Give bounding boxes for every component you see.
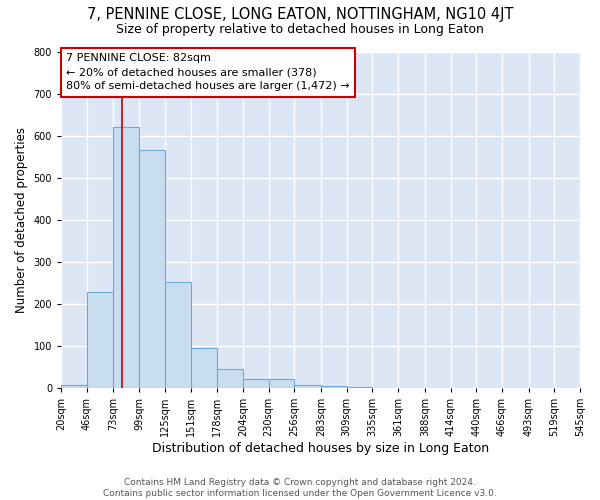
Bar <box>269 379 295 388</box>
Y-axis label: Number of detached properties: Number of detached properties <box>15 127 28 313</box>
Text: Contains HM Land Registry data © Crown copyright and database right 2024.
Contai: Contains HM Land Registry data © Crown c… <box>103 478 497 498</box>
Bar <box>139 150 165 388</box>
Text: 7, PENNINE CLOSE, LONG EATON, NOTTINGHAM, NG10 4JT: 7, PENNINE CLOSE, LONG EATON, NOTTINGHAM… <box>87 8 513 22</box>
Bar <box>61 384 87 388</box>
Bar <box>113 127 139 388</box>
Bar <box>217 368 243 388</box>
Bar <box>347 387 373 388</box>
Bar <box>191 348 217 388</box>
Bar <box>295 384 321 388</box>
Text: 7 PENNINE CLOSE: 82sqm
← 20% of detached houses are smaller (378)
80% of semi-de: 7 PENNINE CLOSE: 82sqm ← 20% of detached… <box>66 53 350 91</box>
X-axis label: Distribution of detached houses by size in Long Eaton: Distribution of detached houses by size … <box>152 442 489 455</box>
Bar <box>165 282 191 388</box>
Bar <box>243 379 269 388</box>
Text: Size of property relative to detached houses in Long Eaton: Size of property relative to detached ho… <box>116 22 484 36</box>
Bar <box>321 386 347 388</box>
Bar <box>87 292 113 388</box>
